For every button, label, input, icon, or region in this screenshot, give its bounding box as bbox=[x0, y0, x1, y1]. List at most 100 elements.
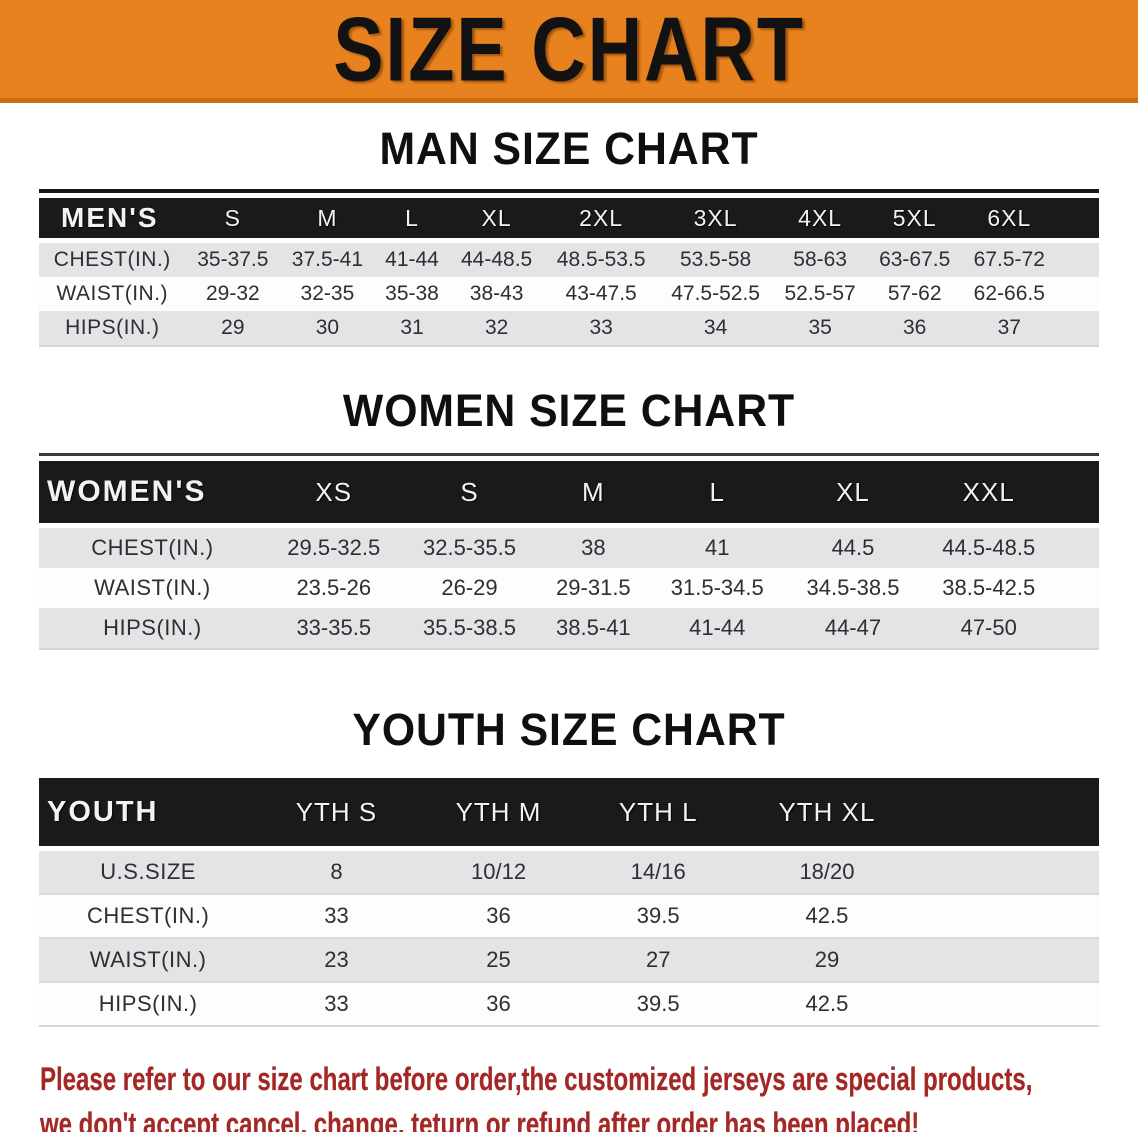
value-cell: 43-47.5 bbox=[543, 277, 659, 311]
size-col-header: 6XL bbox=[961, 198, 1057, 243]
value-cell: 18/20 bbox=[735, 848, 919, 894]
table-row: WAIST(IN.) 23 25 27 29 bbox=[39, 937, 1099, 982]
spacer-cell bbox=[1056, 461, 1099, 528]
value-cell: 53.5-58 bbox=[658, 240, 773, 277]
value-cell: 39.5 bbox=[581, 893, 736, 938]
value-cell: 42.5 bbox=[735, 981, 919, 1026]
banner: SIZE CHART bbox=[0, 0, 1138, 103]
youth-table-corner-label: YOUTH bbox=[39, 778, 258, 851]
size-col-header: S bbox=[401, 461, 538, 528]
men-section-heading: MAN SIZE CHART bbox=[379, 123, 759, 174]
row-label: HIPS(IN.) bbox=[39, 608, 266, 649]
value-cell: 35.5-38.5 bbox=[401, 608, 538, 649]
women-size-table: WOMEN'S XS S M L XL XXL CHEST(IN.) 29.5-… bbox=[39, 461, 1099, 650]
women-section: WOMEN SIZE CHART WOMEN'S XS S M L XL XXL bbox=[0, 387, 1138, 650]
size-col-header: XL bbox=[785, 461, 921, 528]
value-cell: 67.5-72 bbox=[961, 240, 1057, 277]
size-col-header: YTH M bbox=[415, 778, 582, 851]
value-cell: 47.5-52.5 bbox=[658, 277, 773, 311]
value-cell: 62-66.5 bbox=[961, 277, 1057, 311]
page-title: SIZE CHART bbox=[333, 0, 805, 100]
youth-section-heading: YOUTH SIZE CHART bbox=[352, 704, 786, 755]
value-cell: 23 bbox=[257, 937, 416, 982]
value-cell: 48.5-53.5 bbox=[543, 240, 659, 277]
value-cell: 36 bbox=[867, 311, 962, 346]
value-cell: 37 bbox=[961, 311, 1057, 346]
value-cell: 44.5 bbox=[785, 525, 921, 568]
size-col-header: L bbox=[374, 198, 450, 243]
value-cell: 41-44 bbox=[374, 240, 450, 277]
women-table-wrap: WOMEN'S XS S M L XL XXL CHEST(IN.) 29.5-… bbox=[39, 453, 1099, 650]
value-cell: 35-38 bbox=[374, 277, 450, 311]
table-row: WAIST(IN.) 29-32 32-35 35-38 38-43 43-47… bbox=[39, 277, 1099, 311]
value-cell: 41-44 bbox=[649, 608, 786, 649]
size-col-header: XS bbox=[265, 461, 402, 528]
value-cell: 57-62 bbox=[867, 277, 962, 311]
row-label: HIPS(IN.) bbox=[39, 981, 258, 1026]
value-cell: 26-29 bbox=[401, 568, 538, 608]
value-cell: 63-67.5 bbox=[867, 240, 962, 277]
value-cell: 29 bbox=[735, 937, 919, 982]
women-table-divider bbox=[39, 453, 1099, 456]
youth-size-table: YOUTH YTH S YTH M YTH L YTH XL U.S.SIZE … bbox=[39, 778, 1099, 1027]
value-cell: 35 bbox=[772, 311, 868, 346]
row-label: U.S.SIZE bbox=[39, 848, 258, 894]
size-col-header: 3XL bbox=[658, 198, 773, 243]
size-col-header: M bbox=[537, 461, 650, 528]
value-cell: 30 bbox=[280, 311, 375, 346]
table-row: CHEST(IN.) 33 36 39.5 42.5 bbox=[39, 893, 1099, 938]
table-row: WAIST(IN.) 23.5-26 26-29 29-31.5 31.5-34… bbox=[39, 568, 1099, 608]
size-col-header: YTH L bbox=[581, 778, 736, 851]
value-cell: 35-37.5 bbox=[185, 240, 281, 277]
size-col-header: YTH S bbox=[257, 778, 416, 851]
header-row: MEN'S S M L XL 2XL 3XL 4XL 5XL 6XL bbox=[39, 198, 1099, 243]
table-row: CHEST(IN.) 29.5-32.5 32.5-35.5 38 41 44.… bbox=[39, 525, 1099, 568]
value-cell: 58-63 bbox=[772, 240, 868, 277]
youth-table-wrap: YOUTH YTH S YTH M YTH L YTH XL U.S.SIZE … bbox=[39, 778, 1099, 1027]
men-table-corner-label: MEN'S bbox=[39, 198, 186, 243]
value-cell: 25 bbox=[415, 937, 582, 982]
size-col-header: XXL bbox=[920, 461, 1057, 528]
value-cell: 32 bbox=[449, 311, 544, 346]
men-section: MAN SIZE CHART MEN'S S M L XL 2XL 3XL 4X… bbox=[0, 125, 1138, 347]
row-label: CHEST(IN.) bbox=[39, 240, 186, 277]
value-cell: 31.5-34.5 bbox=[649, 568, 786, 608]
value-cell: 32.5-35.5 bbox=[401, 525, 538, 568]
table-row: CHEST(IN.) 35-37.5 37.5-41 41-44 44-48.5… bbox=[39, 240, 1099, 277]
spacer-cell bbox=[1056, 568, 1099, 608]
value-cell: 31 bbox=[374, 311, 450, 346]
size-col-header: L bbox=[649, 461, 786, 528]
table-row: HIPS(IN.) 33 36 39.5 42.5 bbox=[39, 981, 1099, 1026]
women-table-corner-label: WOMEN'S bbox=[39, 461, 266, 528]
table-row: U.S.SIZE 8 10/12 14/16 18/20 bbox=[39, 848, 1099, 894]
row-label: WAIST(IN.) bbox=[39, 937, 258, 982]
value-cell: 44-48.5 bbox=[449, 240, 544, 277]
value-cell: 44-47 bbox=[785, 608, 921, 649]
value-cell: 52.5-57 bbox=[772, 277, 868, 311]
size-col-header: S bbox=[185, 198, 281, 243]
value-cell: 34.5-38.5 bbox=[785, 568, 921, 608]
footer-note-line1: Please refer to our size chart before or… bbox=[40, 1061, 1033, 1097]
spacer-cell bbox=[1056, 311, 1099, 346]
spacer-cell bbox=[918, 937, 1099, 982]
value-cell: 41 bbox=[649, 525, 786, 568]
row-label: WAIST(IN.) bbox=[39, 568, 266, 608]
footer-note: Please refer to our size chart before or… bbox=[40, 1057, 1138, 1132]
men-table-divider bbox=[39, 189, 1099, 193]
value-cell: 29 bbox=[185, 311, 281, 346]
value-cell: 38.5-42.5 bbox=[920, 568, 1057, 608]
table-row: HIPS(IN.) 33-35.5 35.5-38.5 38.5-41 41-4… bbox=[39, 608, 1099, 649]
size-col-header: 4XL bbox=[772, 198, 868, 243]
spacer-cell bbox=[918, 778, 1099, 851]
table-row: HIPS(IN.) 29 30 31 32 33 34 35 36 37 bbox=[39, 311, 1099, 346]
row-label: CHEST(IN.) bbox=[39, 893, 258, 938]
spacer-cell bbox=[1056, 240, 1099, 277]
value-cell: 32-35 bbox=[280, 277, 375, 311]
size-col-header: XL bbox=[449, 198, 544, 243]
value-cell: 36 bbox=[415, 893, 582, 938]
spacer-cell bbox=[1056, 198, 1099, 243]
spacer-cell bbox=[1056, 525, 1099, 568]
spacer-cell bbox=[918, 893, 1099, 938]
footer-note-line2: we don't accept cancel, change, teturn o… bbox=[40, 1106, 920, 1132]
